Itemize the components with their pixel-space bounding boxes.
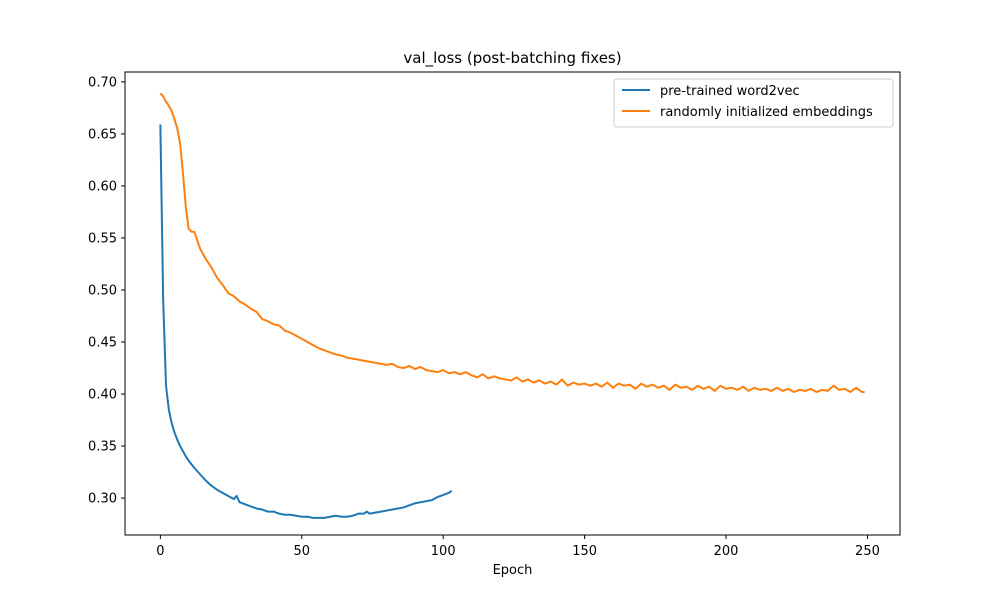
series-line-1 [159,124,453,519]
y-tick-label: 0.45 [88,335,117,350]
y-tick-label: 0.50 [88,283,117,298]
x-tick-label: 0 [156,544,164,559]
x-tick-label: 200 [714,544,739,559]
x-tick-label: 150 [572,544,597,559]
series-layer [159,92,865,519]
y-tick-label: 0.60 [88,179,117,194]
y-tick-label: 0.70 [88,75,117,90]
legend: pre-trained word2vec randomly initialize… [613,78,894,128]
y-tick-label: 0.35 [88,440,117,455]
legend-label-series-2: randomly initialized embeddings [660,105,873,120]
plot-area: 0 50 100 150 200 250 0.30 0.35 0.40 0.45 0.50 0.55… [88,71,901,559]
x-tick-label: 100 [431,544,456,559]
y-tick-label: 0.65 [88,127,117,142]
chart-title: val_loss (post-batching fixes) [403,49,621,68]
x-axis: 0 50 100 150 200 250 [156,535,880,559]
x-tick-label: 250 [855,544,880,559]
x-tick-label: 50 [294,544,311,559]
y-tick-label: 0.30 [88,492,117,507]
x-axis-label: Epoch [493,563,533,578]
series-line-2 [159,92,865,393]
legend-label-series-1: pre-trained word2vec [660,84,800,99]
y-tick-label: 0.40 [88,388,117,403]
legend-box [613,78,894,128]
y-axis: 0.30 0.35 0.40 0.45 0.50 0.55 0.60 0.65 0.70 [88,75,125,507]
y-tick-label: 0.55 [88,231,117,246]
axes-frame [124,71,901,536]
